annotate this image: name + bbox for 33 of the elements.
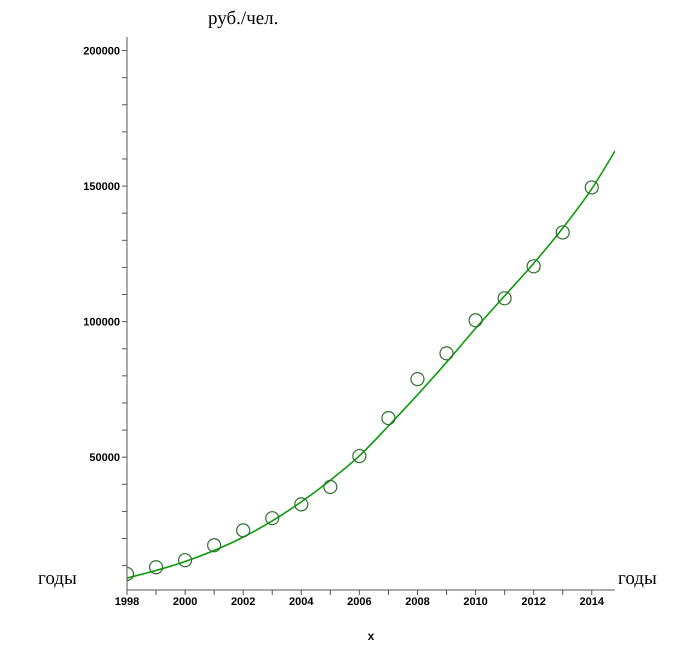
x-tick-label: 2014 — [580, 596, 605, 608]
point — [265, 511, 280, 526]
x-tick-label: 2008 — [405, 596, 430, 608]
point — [178, 553, 192, 568]
y-tick-label: 200000 — [83, 45, 120, 58]
point — [556, 225, 570, 240]
point — [468, 313, 483, 328]
y-axis-title: руб./чел. — [208, 8, 278, 30]
point — [410, 372, 425, 386]
point — [323, 480, 338, 494]
x-tick-label: 2004 — [289, 596, 314, 608]
point — [207, 538, 222, 552]
x-tick-label: 2006 — [347, 596, 372, 608]
point — [381, 411, 396, 426]
y-tick-label: 100000 — [83, 316, 120, 329]
x-tick-label: 1998 — [114, 596, 140, 608]
point — [352, 448, 366, 464]
point — [294, 497, 308, 512]
point — [439, 346, 454, 360]
x-tick-label: 2000 — [172, 596, 198, 608]
point — [236, 523, 250, 538]
point — [498, 291, 512, 306]
text: годы — [618, 568, 657, 590]
point — [148, 560, 164, 574]
text: годы — [38, 568, 77, 590]
x-tick-label: 2012 — [521, 596, 546, 608]
point — [584, 180, 599, 195]
y-tick-label: 150000 — [83, 181, 120, 193]
point — [526, 259, 541, 274]
y-tick-label: 50000 — [89, 452, 120, 464]
x-axis-title: x — [368, 629, 375, 643]
x-tick-label: 2002 — [230, 596, 256, 608]
x-tick-label: 2010 — [463, 596, 488, 608]
